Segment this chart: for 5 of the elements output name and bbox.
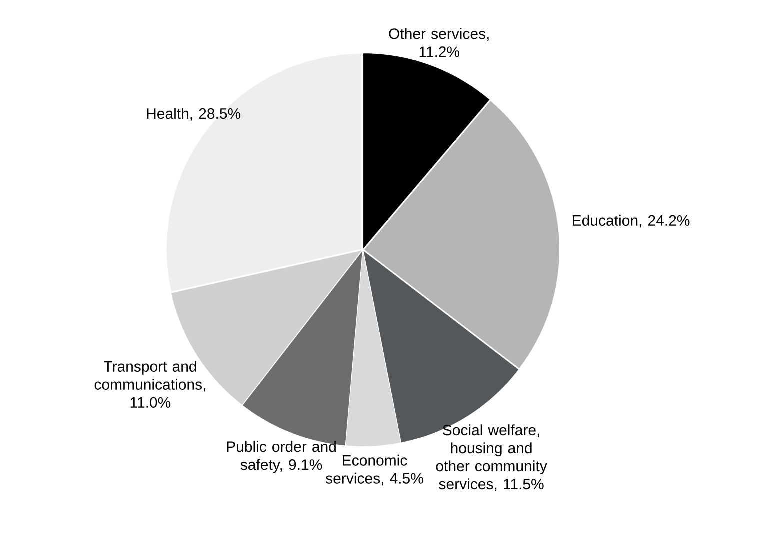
slice-label: Education, 24.2%	[573, 214, 690, 228]
slice-label: Social welfare, housing and other community services, 11.5%	[436, 424, 548, 492]
slice-label: Other services, 11.2%	[389, 28, 489, 58]
slice-label: Transport and communications, 11.0%	[94, 360, 206, 408]
slice-label: Health, 28.5%	[147, 108, 241, 121]
